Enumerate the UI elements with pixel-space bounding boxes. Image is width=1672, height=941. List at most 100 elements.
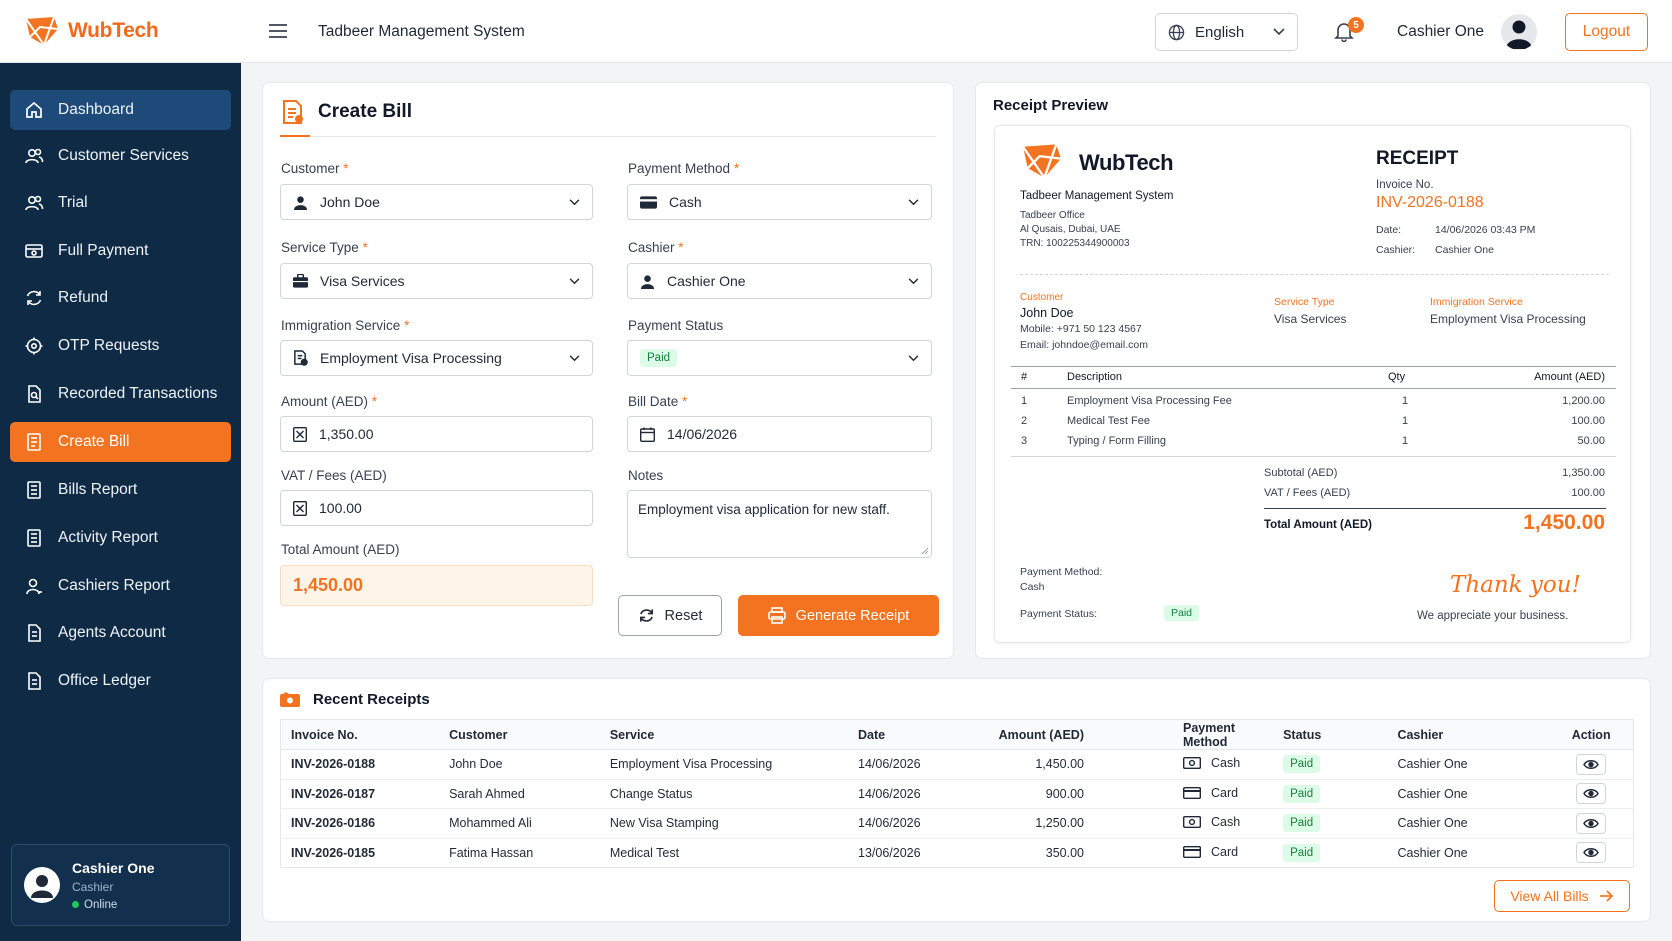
chevron-down-icon [569,354,580,361]
invoice-label: Invoice No. [1376,179,1434,191]
language-select[interactable]: English [1155,13,1298,51]
cell-status: Paid [1273,808,1388,839]
customer-name: John Doe [1020,306,1074,320]
bell-icon[interactable] [1333,20,1355,42]
notes-textarea[interactable]: Employment visa application for new staf… [627,490,932,558]
sidebar-item-dashboard[interactable]: Dashboard [10,90,231,130]
view-receipt-button[interactable] [1576,783,1607,805]
logout-button[interactable]: Logout [1565,13,1648,51]
sidebar-item-bills-report[interactable]: Bills Report [10,470,231,510]
sidebar-item-full-payment[interactable]: Full Payment [10,231,231,271]
resize-handle-icon[interactable] [921,547,929,555]
cell-payment-method: Cash [1093,808,1274,839]
user-card-role: Cashier [72,879,114,894]
vat-input[interactable]: 100.00 [280,490,593,526]
sidebar-item-create-bill[interactable]: Create Bill [10,422,231,462]
cell-payment-method: Card [1094,838,1273,868]
amount-label: Amount (AED) * [281,394,378,409]
cell-amount: 1,250.00 [955,808,1094,839]
view-receipt-button[interactable] [1576,753,1607,775]
sidebar-user-card[interactable]: Cashier One Cashier Online [11,844,230,926]
cashier-select[interactable]: Cashier One [627,263,932,299]
cell-action [1549,749,1634,780]
cell-invoice: INV-2026-0187 [280,779,440,809]
avatar[interactable] [1501,14,1537,50]
cell-customer: Mohammed Ali [439,808,600,839]
item-amount: 100.00 [1571,415,1605,427]
cash-icon [1182,757,1201,770]
cell-customer: Sarah Ahmed [439,779,600,809]
cell-status: Paid [1273,749,1388,780]
immigration-service-select[interactable]: Employment Visa Processing [280,340,593,376]
col-status: Status [1273,719,1388,750]
cashier-label: Cashier: [1376,244,1416,256]
receipt-money-icon [280,692,300,707]
sidebar-item-otp-requests[interactable]: OTP Requests [10,326,231,366]
eye-icon [1583,759,1599,769]
bill-date-input[interactable]: 14/06/2026 [627,416,932,452]
table-row[interactable]: INV-2026-0185 Fatima Hassan Medical Test… [281,838,1634,868]
wubtech-logo-icon [1022,143,1062,180]
col-amount: Amount (AED) [955,719,1094,750]
payment-status-select[interactable]: Paid [627,340,932,376]
amount-value: 1,350.00 [319,426,374,442]
items-col-qty: Qty [1388,371,1406,383]
cell-invoice: INV-2026-0185 [291,845,376,860]
vat-value: 100.00 [1571,487,1605,499]
user-card-status-text: Online [84,898,118,911]
service-type-label: Service Type [1274,296,1335,308]
table-row[interactable]: INV-2026-0186 Mohammed Ali New Visa Stam… [280,808,1634,839]
item-index: 1 [1021,395,1028,407]
status-badge: Paid [1283,784,1321,803]
amount-input[interactable]: 1,350.00 [280,416,593,452]
cell-payment-method: Cash [1093,749,1274,780]
view-receipt-button[interactable] [1576,812,1607,834]
header-user-name[interactable]: Cashier One [1397,23,1485,40]
status-badge: Paid [1283,814,1321,833]
cell-date: 14/06/2026 [848,749,956,780]
sidebar-item-label: Recorded Transactions [58,385,218,402]
sidebar-item-label: Dashboard [58,101,134,118]
sidebar-item-agents-account[interactable]: Agents Account [10,613,231,653]
sidebar-item-customer-services[interactable]: Customer Services [10,136,231,176]
service-type-select[interactable]: Visa Services [280,263,593,299]
item-index: 2 [1021,415,1028,427]
table-row[interactable]: INV-2026-0188 John Doe Employment Visa P… [280,749,1634,780]
sidebar-item-refund[interactable]: Refund [10,278,231,318]
table-header-row: Invoice No. Customer Service Date Amount… [280,719,1634,750]
payment-method-select[interactable]: Cash [627,184,932,220]
reset-button[interactable]: Reset [618,595,722,636]
view-all-bills-button[interactable]: View All Bills [1494,880,1630,912]
generate-receipt-button[interactable]: Generate Receipt [738,595,939,636]
sidebar-item-trial[interactable]: Trial [10,183,231,223]
item-amount: 50.00 [1577,435,1605,447]
customer-select[interactable]: John Doe [280,184,593,220]
sidebar-item-label: Full Payment [58,242,149,259]
bill-date-value: 14/06/2026 [667,426,738,442]
invoice-number: INV-2026-0188 [1376,194,1484,211]
cell-status: Paid [1273,779,1388,809]
user-icon [293,195,308,210]
create-bill-title: Create Bill [318,101,412,122]
table-row[interactable]: INV-2026-0187 Sarah Ahmed Change Status … [280,779,1634,809]
total-value: 1,450.00 [1523,511,1605,534]
col-invoice: Invoice No. [280,719,440,750]
hamburger-menu-icon[interactable] [268,23,288,39]
sidebar-item-recorded-transactions[interactable]: Recorded Transactions [10,374,231,414]
immigration-service-value: Employment Visa Processing [1430,312,1586,326]
brand-logo[interactable]: WubTech [0,0,241,63]
sidebar-item-office-ledger[interactable]: Office Ledger [10,661,231,701]
sidebar-item-activity-report[interactable]: Activity Report [10,518,231,558]
col-cashier: Cashier [1387,719,1550,750]
vat-value: 100.00 [319,500,362,516]
eye-icon [1583,848,1599,858]
receipt-preview-card: Receipt Preview WubTech Tadbeer Manageme… [975,82,1651,659]
users-icon [25,195,44,211]
brand-name: WubTech [68,19,159,42]
cell-customer: Fatima Hassan [449,845,534,860]
payment-method-label: Payment Method * [628,161,740,176]
printer-icon [767,607,786,624]
ledger-icon [28,672,41,690]
sidebar-item-cashiers-report[interactable]: Cashiers Report [10,566,231,606]
view-receipt-button[interactable] [1576,842,1607,864]
